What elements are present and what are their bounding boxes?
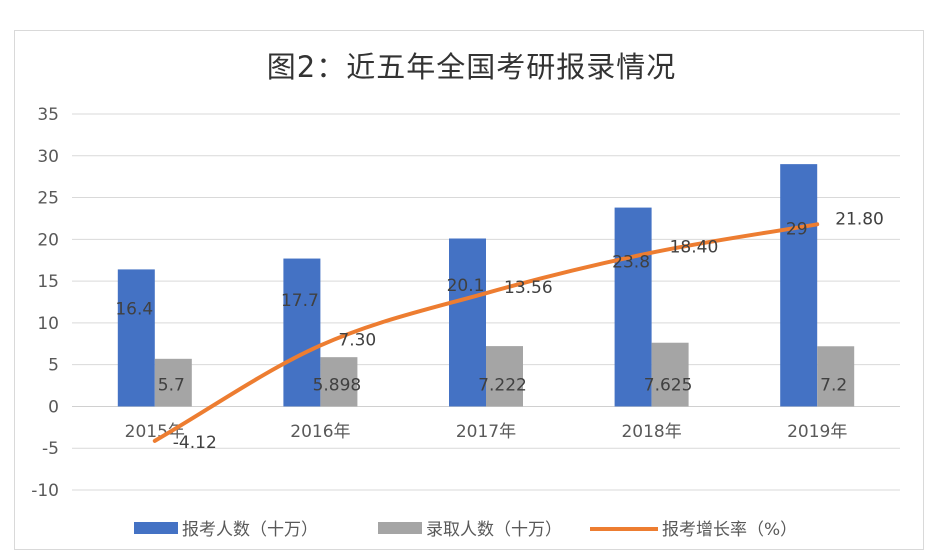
data-label-applicants: 20.1	[447, 276, 485, 296]
growth-line	[152, 222, 820, 443]
data-label-growth: 13.56	[504, 278, 553, 298]
y-tick-label: 35	[37, 105, 59, 125]
data-label-applicants: 23.8	[612, 252, 650, 272]
data-label-growth: 7.30	[338, 330, 376, 350]
y-tick-label: 20	[37, 230, 59, 250]
x-category-label: 2016年	[290, 422, 350, 442]
data-label-growth: 21.80	[835, 209, 884, 229]
legend-item: 报考人数（十万）	[134, 520, 318, 538]
data-label-admitted: 7.222	[478, 375, 527, 395]
data-labels: 16.4 17.7 20.1 23.8 29 5.7 5.898 7.222 7.625 7.2 -…	[115, 209, 884, 453]
data-label-growth: 18.40	[670, 238, 719, 258]
legend-label: 录取人数（十万）	[426, 520, 562, 538]
legend-item: 录取人数（十万）	[378, 520, 562, 538]
legend-swatch	[378, 522, 422, 534]
data-label-applicants: 29	[786, 219, 808, 239]
data-label-admitted: 7.2	[820, 375, 847, 395]
y-tick-label: -10	[31, 481, 59, 501]
data-label-admitted: 7.625	[644, 375, 693, 395]
x-category-label: 2018年	[621, 422, 681, 442]
y-tick-label: 5	[48, 356, 59, 376]
data-label-admitted: 5.7	[158, 375, 185, 395]
legend-label: 报考增长率（%）	[662, 520, 797, 538]
data-label-admitted: 5.898	[313, 375, 362, 395]
y-tick-label: 10	[37, 314, 59, 334]
bar-applicants	[614, 207, 652, 407]
bar-applicants	[117, 269, 155, 407]
bar-admitted	[486, 346, 523, 407]
legend-item: 报考增长率（%）	[590, 520, 797, 538]
x-axis-category-labels: 2015年 2016年 2017年 2018年 2019年	[125, 422, 848, 442]
x-category-label: 2015年	[125, 422, 185, 442]
y-axis-tick-labels: 35 30 25 20 15 10 5 0 -5 -10	[31, 105, 59, 501]
x-category-label: 2019年	[787, 422, 847, 442]
data-label-applicants: 16.4	[115, 299, 153, 319]
legend: 报考人数（十万） 录取人数（十万） 报考增长率（%）	[134, 520, 797, 538]
data-label-growth: -4.12	[173, 433, 217, 453]
bar-admitted	[320, 357, 358, 407]
chart-plot: 35 30 25 20 15 10 5 0 -5 -10 2015年 2016年 2017年 2018年…	[31, 105, 900, 538]
y-tick-label: -5	[42, 439, 59, 459]
bar-admitted	[651, 342, 689, 407]
y-tick-label: 0	[48, 397, 59, 417]
x-category-label: 2017年	[456, 422, 516, 442]
y-tick-label: 25	[37, 189, 59, 209]
bar-applicants	[283, 258, 321, 407]
bar-applicants	[449, 238, 486, 407]
growth-rate-line	[152, 222, 820, 443]
bar-applicants	[780, 164, 818, 407]
chart-title: 图2：近五年全国考研报录情况	[266, 50, 677, 84]
data-label-applicants: 17.7	[281, 291, 319, 311]
y-tick-label: 15	[37, 272, 59, 292]
bar-admitted	[817, 346, 855, 407]
bar-admitted	[154, 358, 192, 407]
bars	[117, 164, 855, 407]
legend-label: 报考人数（十万）	[182, 520, 318, 538]
y-tick-label: 30	[37, 147, 59, 167]
legend-swatch	[134, 522, 178, 534]
